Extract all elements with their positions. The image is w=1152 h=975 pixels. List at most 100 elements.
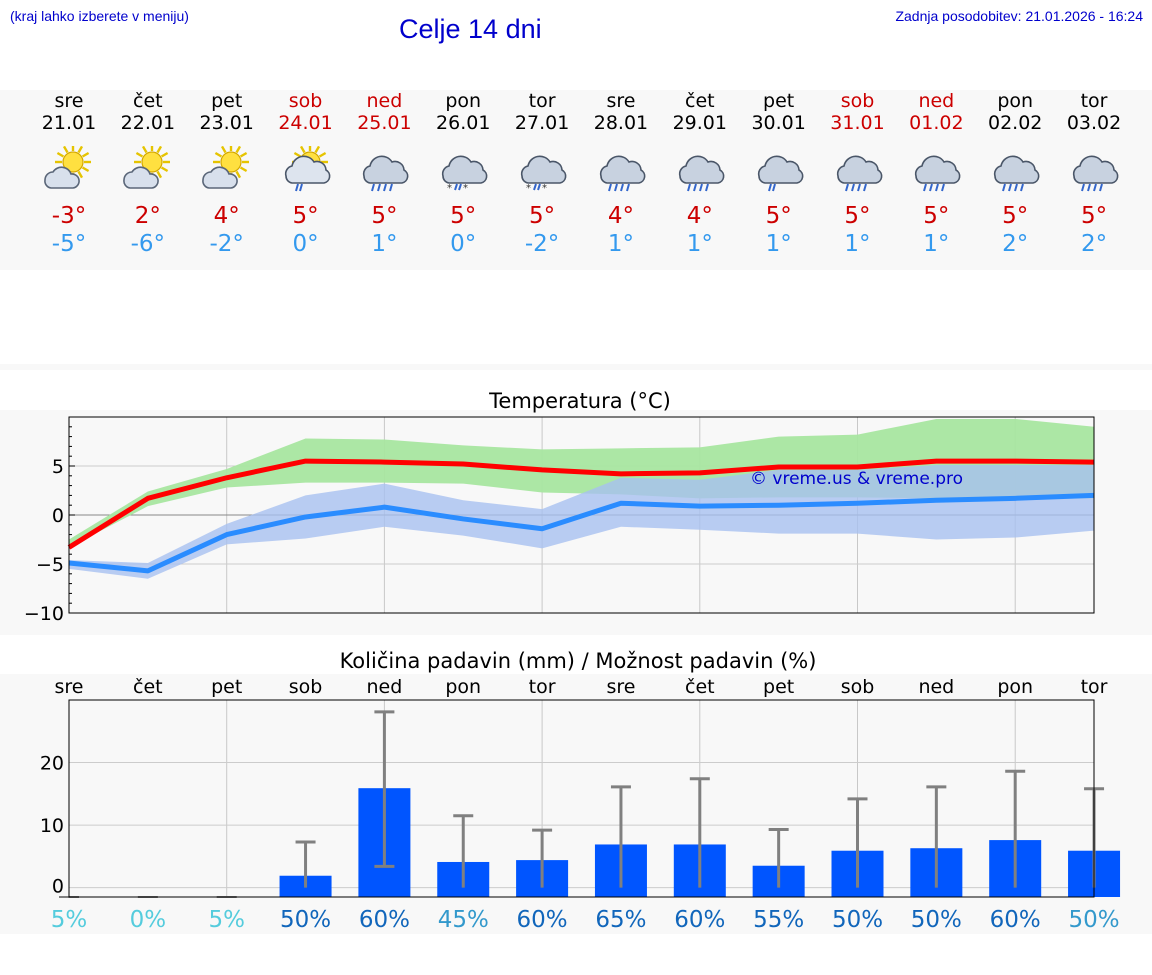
cloud [678, 155, 725, 184]
precipitation-chart: Količina padavin (mm) / Možnost padavin … [40, 649, 1121, 933]
sun-ray [235, 170, 241, 179]
sun-cloud-rain-icon [284, 146, 330, 192]
day-date: 24.01 [278, 112, 333, 134]
day-date: 25.01 [357, 112, 412, 134]
sun-ray [214, 151, 222, 158]
day-column: čet 29.01 4° 1° [661, 90, 739, 258]
day-name: sre [606, 90, 636, 112]
x-category-label: sre [606, 676, 635, 698]
rain-drop [767, 183, 772, 192]
day-column: ned 25.01 5° 1° [345, 90, 423, 258]
rain-drop [850, 183, 855, 192]
y-tick-label: 10 [40, 815, 64, 837]
x-category-label: pon [997, 676, 1033, 698]
sun-ray [135, 151, 143, 158]
sun-ray [141, 146, 148, 154]
y-tick-label: −10 [24, 603, 64, 625]
day-name: tor [1080, 90, 1108, 112]
day-name: sob [288, 90, 323, 112]
chance-label: 50% [280, 907, 331, 933]
rain-drop [625, 183, 630, 192]
temp-max: 5° [923, 203, 950, 229]
cloud [44, 166, 80, 189]
rain-drop [698, 183, 703, 192]
chance-label: 50% [1068, 907, 1119, 933]
temp-min: 1° [923, 231, 950, 257]
x-category-label: ned [918, 676, 954, 698]
cloud [915, 155, 961, 184]
temp-max: 5° [529, 203, 556, 229]
temp-min: 0° [292, 231, 319, 257]
rain-drop [377, 183, 382, 192]
sun-ray [81, 151, 90, 158]
day-date: 29.01 [672, 112, 727, 134]
day-date: 23.01 [199, 112, 254, 134]
chance-label: 5% [51, 907, 88, 933]
watermark: © vreme.us & vreme.pro [750, 469, 963, 489]
chance-label: 50% [832, 907, 883, 933]
band-max-range [69, 418, 1095, 548]
section-divider [0, 364, 1152, 370]
rain-drop [704, 183, 709, 192]
cloud [363, 155, 409, 184]
chance-label: 60% [517, 907, 568, 933]
cloud [599, 155, 646, 184]
day-name: sre [54, 90, 84, 112]
rain-cloud-icon [994, 155, 1040, 192]
cloud [520, 155, 567, 184]
x-category-label: pon [445, 676, 481, 698]
sun-ray [299, 146, 306, 154]
rain-cloud-icon [363, 155, 409, 192]
rain-drop [371, 183, 376, 192]
light-rain-cloud-icon [757, 155, 803, 192]
sun-cloud-icon [44, 146, 91, 189]
cloud [757, 155, 803, 184]
day-date: 26.01 [436, 112, 491, 134]
day-column: pet 23.01 4° -2° [188, 90, 266, 258]
chance-label: 60% [359, 907, 410, 933]
sun-ray [156, 170, 162, 179]
sun-ray [81, 166, 90, 173]
sun [55, 146, 91, 180]
temp-max: 5° [450, 203, 477, 229]
rain-drop [383, 183, 388, 192]
rain-drop [1014, 183, 1019, 192]
rain-drop [1087, 183, 1092, 192]
temp-min: -6° [130, 231, 166, 257]
rain-cloud-icon [599, 155, 646, 192]
cloud [123, 166, 159, 189]
sun-ray [56, 151, 65, 158]
sun-ray [314, 146, 320, 154]
temp-max: 4° [686, 203, 713, 229]
rain-drop [619, 183, 624, 192]
chance-label: 60% [990, 907, 1041, 933]
sun-ray [77, 170, 84, 179]
plot-frame [68, 416, 1095, 614]
rain-drop [1081, 183, 1086, 192]
sun-cloud-icon [201, 146, 249, 189]
cloud [994, 155, 1040, 184]
temp-min: 0° [450, 231, 477, 257]
temp-max: 5° [1002, 203, 1029, 229]
rain-drop [844, 183, 849, 192]
sun-ray [160, 151, 169, 158]
temp-max: 5° [765, 203, 792, 229]
sun-ray [318, 151, 326, 158]
rain-drop [923, 183, 928, 192]
snow-flake: * [542, 183, 547, 192]
snow-flake: * [463, 183, 468, 192]
rain-drop [856, 183, 861, 192]
y-tick-label: −5 [36, 554, 64, 576]
day-date: 22.01 [120, 112, 176, 134]
x-category-label: sob [289, 676, 323, 698]
sun-disc [220, 151, 242, 173]
x-category-label: tor [529, 676, 556, 698]
chance-label: 45% [438, 907, 489, 933]
temp-min: -2° [209, 231, 244, 257]
rain-drop [533, 183, 538, 191]
temp-max: 4° [213, 203, 240, 229]
sun-ray [156, 146, 162, 154]
day-column: tor 27.01 * * 5° -2° [503, 90, 581, 258]
temp-min: 1° [765, 231, 792, 257]
sleet-cloud-icon: * * [520, 155, 567, 192]
